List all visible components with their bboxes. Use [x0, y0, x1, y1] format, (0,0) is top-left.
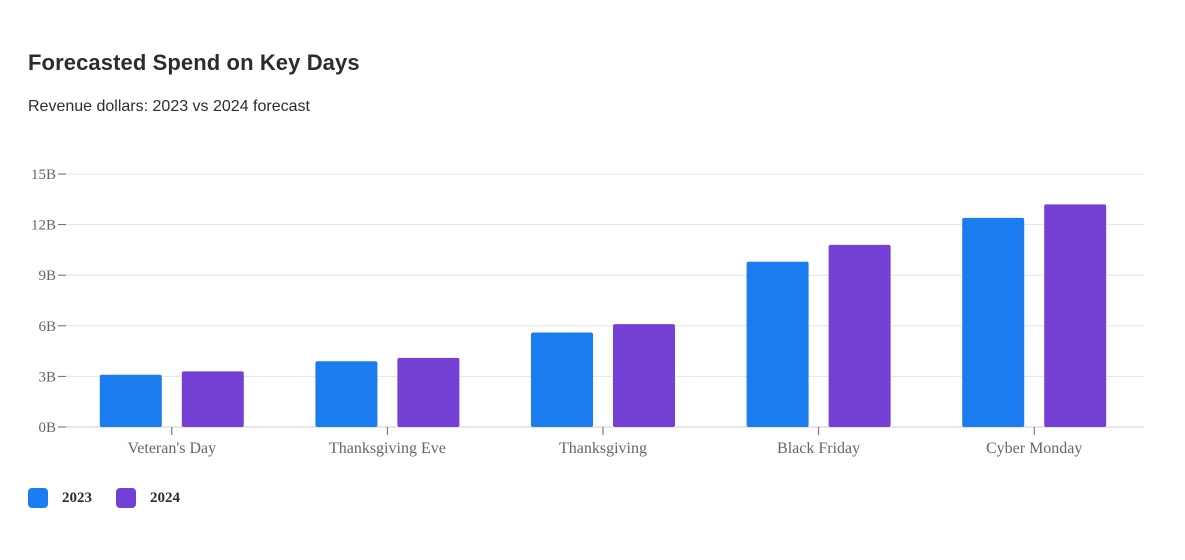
bar-2023-3: [746, 261, 809, 427]
bar-2024-4: [1044, 204, 1107, 427]
y-tick-label: 15B: [31, 167, 56, 183]
y-tick-label: 6B: [38, 319, 56, 335]
chart-title: Forecasted Spend on Key Days: [28, 50, 360, 75]
chart-subtitle: Revenue dollars: 2023 vs 2024 forecast: [28, 98, 310, 115]
legend-item-2024[interactable]: 2024: [116, 488, 180, 508]
bar-2024-3: [828, 244, 891, 427]
bar-2023-2: [531, 332, 593, 427]
x-tick-label: Thanksgiving Eve: [329, 440, 446, 457]
legend-label-2023: 2023: [62, 489, 92, 506]
x-tick-label: Thanksgiving: [559, 440, 647, 457]
y-tick-label: 0B: [38, 420, 56, 436]
bar-2024-1: [397, 357, 460, 427]
legend-label-2024: 2024: [150, 489, 180, 506]
y-tick-label: 9B: [38, 268, 56, 284]
x-tick-label: Veteran's Day: [127, 440, 216, 457]
bar-2024-2: [613, 324, 675, 427]
bar-2023-0: [99, 374, 162, 427]
y-tick-label: 3B: [38, 369, 56, 385]
bar-2024-0: [181, 371, 244, 427]
legend-swatch-2023: [28, 488, 48, 508]
legend: 2023 2024: [28, 488, 204, 508]
legend-swatch-2024: [116, 488, 136, 508]
bar-2023-4: [962, 217, 1025, 427]
legend-item-2023[interactable]: 2023: [28, 488, 92, 508]
bar-2023-1: [315, 361, 378, 427]
x-tick-label: Cyber Monday: [986, 440, 1082, 457]
y-tick-label: 12B: [31, 218, 56, 234]
x-tick-label: Black Friday: [777, 440, 860, 457]
